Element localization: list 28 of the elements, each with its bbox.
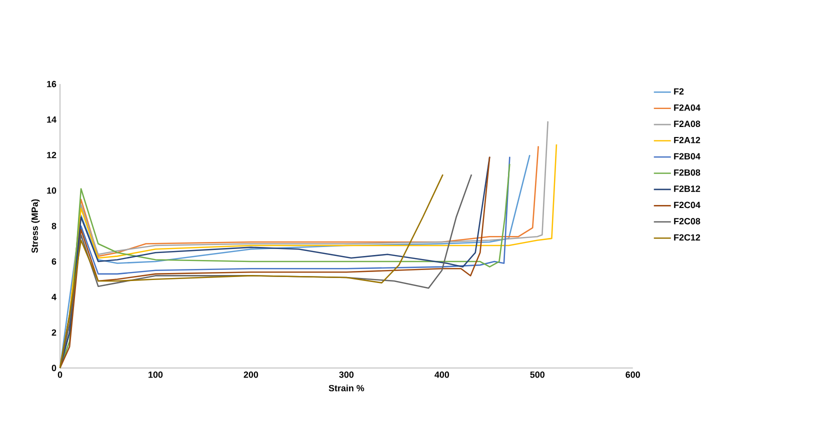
x-tick-label: 400 [434, 372, 450, 378]
y-tick-label: 4 [52, 294, 56, 300]
y-tick-label: 6 [52, 258, 56, 265]
x-tick-label: 100 [148, 372, 163, 378]
y-axis-title: Stress (MPa) [31, 199, 40, 253]
y-tick-label: 16 [47, 80, 56, 88]
legend-label: F2C08 [674, 218, 700, 224]
y-tick-label: 12 [47, 152, 56, 158]
x-tick-label: 300 [339, 372, 354, 378]
legend-label: F2B12 [674, 186, 700, 192]
x-tick-label: 200 [244, 372, 258, 378]
legend-label: F2 [674, 88, 684, 94]
legend-label: F2B04 [674, 153, 700, 160]
x-tick-label: 500 [530, 372, 544, 378]
y-tick-label: 0 [52, 364, 56, 372]
y-tick-label: 14 [47, 116, 56, 123]
legend-label: F2A08 [674, 120, 700, 128]
legend-label: F2C12 [674, 234, 700, 241]
legend-label: F2A04 [674, 104, 700, 111]
x-axis-title: Strain % [328, 384, 364, 392]
legend-label: F2B08 [674, 169, 700, 176]
y-tick-label: 10 [47, 187, 56, 194]
legend-label: F2C04 [674, 202, 700, 208]
y-tick-label: 8 [52, 222, 56, 230]
x-tick-label: 0 [58, 372, 62, 378]
x-tick-label: 600 [626, 372, 640, 378]
legend-label: F2A12 [674, 136, 700, 144]
y-tick-label: 2 [52, 329, 56, 336]
